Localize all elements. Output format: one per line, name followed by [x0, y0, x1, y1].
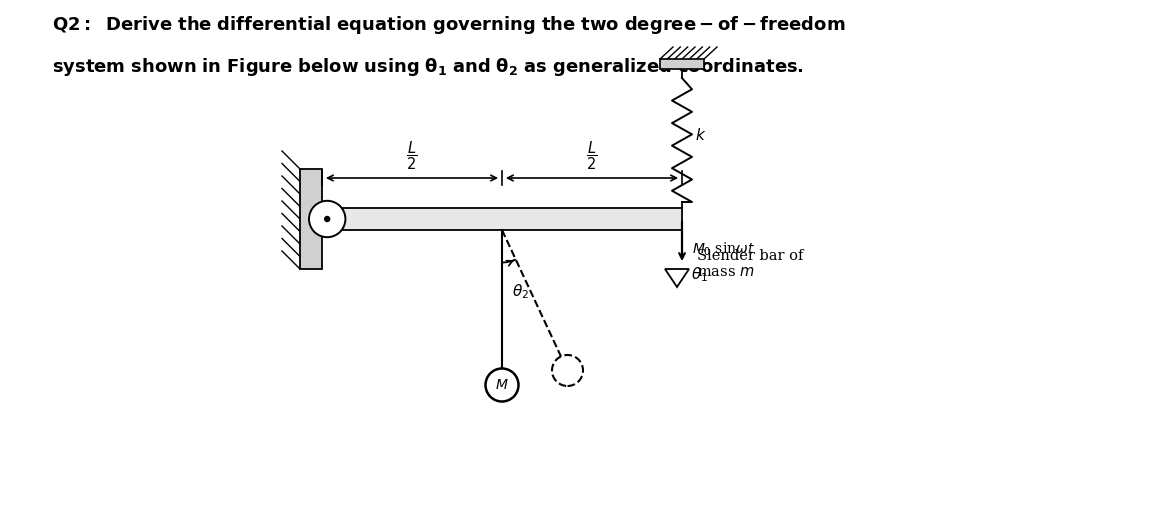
Text: $\theta_1$: $\theta_1$: [691, 266, 708, 285]
Circle shape: [552, 355, 582, 386]
Text: $k$: $k$: [695, 127, 707, 143]
Bar: [300, 169, 322, 269]
Text: $\bf{system\ shown\ in\ Figure\ below\ using}$ $\mathbf{\theta_1}$ $\bf{and}$ $\: $\bf{system\ shown\ in\ Figure\ below\ u…: [52, 56, 804, 78]
Text: $\dfrac{L}{2}$: $\dfrac{L}{2}$: [407, 139, 417, 172]
Circle shape: [325, 216, 329, 222]
Text: $\bf{Q2:}$  $\bf{Derive\ the\ differential\ equation\ governing\ the\ two\ degre: $\bf{Q2:}$ $\bf{Derive\ the\ differentia…: [52, 14, 845, 36]
Text: $M$: $M$: [496, 378, 509, 392]
Text: $M_0$ sin$\omega t$: $M_0$ sin$\omega t$: [691, 241, 755, 258]
Text: $\dfrac{L}{2}$: $\dfrac{L}{2}$: [586, 139, 598, 172]
Text: Slender bar of
mass $m$: Slender bar of mass $m$: [697, 249, 803, 279]
Circle shape: [485, 368, 518, 401]
Bar: [322, 208, 682, 230]
Bar: [660, 59, 704, 69]
Circle shape: [309, 201, 346, 237]
Text: $\theta_2$: $\theta_2$: [512, 282, 529, 301]
